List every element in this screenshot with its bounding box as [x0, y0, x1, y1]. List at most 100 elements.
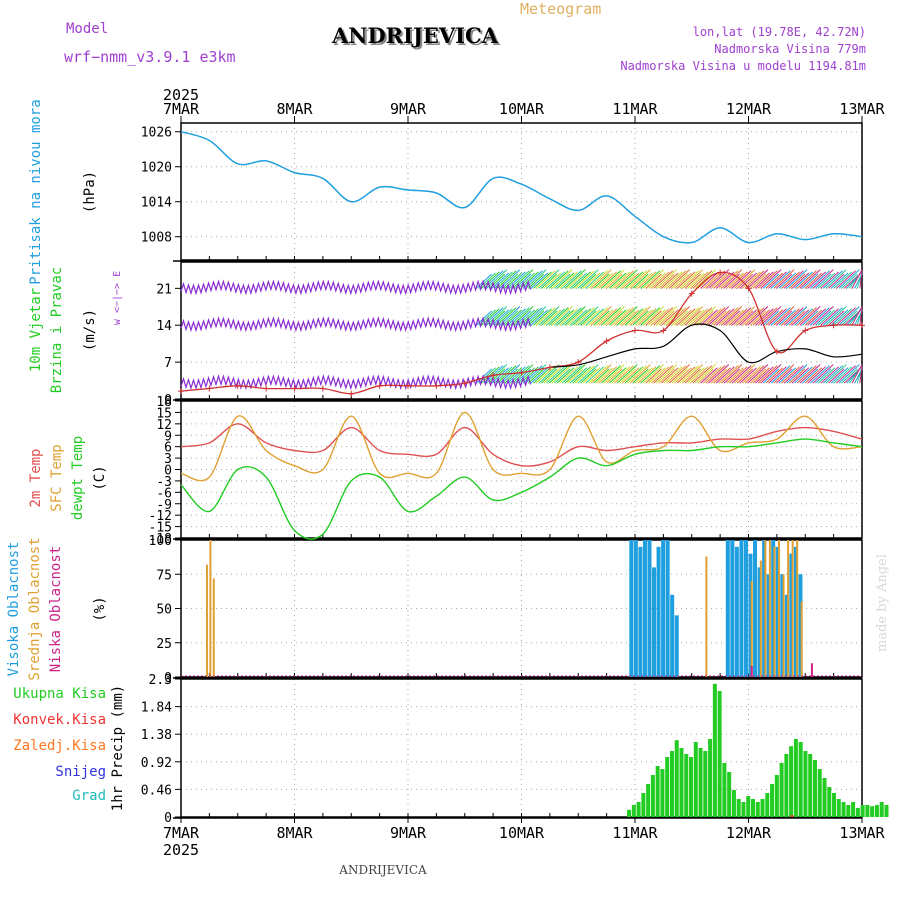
- cloud-unit: (%): [92, 596, 108, 621]
- wind-barb: [700, 367, 718, 384]
- temp-ylabel-3: dewpt Temp: [70, 436, 86, 520]
- cloud-bar: [775, 546, 780, 677]
- wind-barb: [593, 368, 610, 384]
- wind-barb: [546, 308, 565, 326]
- precip-bar: [784, 754, 789, 817]
- wind-barb: [663, 366, 683, 384]
- wind-barb: [768, 308, 787, 326]
- time-label-bottom: 8MAR: [276, 824, 313, 842]
- pressure-line: [180, 130, 863, 244]
- wind-barb: [527, 368, 545, 384]
- wind-barb-row: [180, 279, 532, 296]
- wind-barb: [595, 367, 614, 384]
- wind-barb: [588, 270, 608, 289]
- precip-bar: [655, 766, 660, 817]
- wind-barb: [527, 310, 545, 326]
- wind-barb: [538, 364, 560, 384]
- wind-barb: [757, 307, 778, 326]
- precip-bar: [712, 683, 717, 817]
- precip-bar: [736, 799, 741, 817]
- wind-barb: [645, 273, 662, 289]
- cloud-bar: [739, 540, 744, 677]
- wind-barb: [496, 270, 517, 289]
- wind-barb: [815, 310, 832, 326]
- wind-barb: [642, 364, 664, 384]
- wind-barb: [674, 309, 692, 326]
- wind-barb: [632, 273, 649, 289]
- wind-barb: [582, 272, 601, 289]
- wind-barb: [551, 269, 573, 289]
- wind-barb: [569, 272, 588, 289]
- precip-bar: [731, 790, 736, 817]
- wind-barb-row: [180, 374, 532, 391]
- wind-gust-line: [549, 323, 863, 368]
- wind-barb: [577, 364, 599, 384]
- wind-barb: [564, 306, 586, 326]
- wind-barb: [655, 269, 677, 289]
- cloud-bar: [782, 574, 785, 677]
- time-label-top: 12MAR: [726, 100, 772, 118]
- time-label-top: 11MAR: [612, 100, 658, 118]
- time-label-bottom: 7MAR: [163, 824, 200, 842]
- wind-barb: [655, 306, 677, 326]
- precip-bar: [660, 769, 665, 817]
- temp-ylabel-1: 2m Temp: [28, 448, 44, 507]
- wind-barb: [554, 368, 571, 384]
- wind-barb: [608, 309, 627, 326]
- wind-barb: [590, 269, 612, 289]
- cloud-bar: [638, 546, 643, 677]
- wind-barb: [616, 269, 638, 289]
- y-tick-label: 0: [164, 671, 172, 686]
- elevation: Nadmorska Visina 779m: [714, 42, 866, 56]
- wind-barb: [708, 306, 730, 326]
- wind-barb: [773, 364, 795, 384]
- footer-title: ANDRIJEVICA: [338, 863, 427, 877]
- wind-barb: [629, 269, 651, 289]
- wind-barb: [851, 364, 863, 384]
- cloud-bar: [789, 553, 794, 677]
- precip-bar: [827, 787, 832, 817]
- wind-barb: [789, 310, 806, 326]
- precip-bar: [803, 751, 808, 817]
- panel-frame: [180, 539, 863, 678]
- wind-barb: [530, 272, 549, 289]
- wind-barb: [692, 365, 713, 384]
- time-label-top: 7MAR: [163, 100, 200, 118]
- wind-speed-marker: [546, 364, 553, 371]
- conv-precip-bar: [790, 815, 794, 817]
- wind-barb: [695, 306, 717, 326]
- wind-barb: [739, 272, 757, 289]
- model-name: wrf−nmm_v3.9.1 e3km: [64, 48, 236, 66]
- wind-barb: [789, 273, 806, 289]
- wind-barb: [820, 366, 840, 384]
- precip-legend-4: Grad: [72, 788, 106, 804]
- wind-barb: [851, 269, 863, 289]
- wind-barb: [543, 309, 562, 326]
- wind-barb: [548, 307, 569, 326]
- wind-barb: [548, 365, 569, 384]
- pressure-ylabel: Pritisak na nivou mora: [28, 99, 44, 284]
- wind-barb: [541, 368, 558, 384]
- y-tick-label: 0.92: [141, 756, 172, 771]
- wind-ylabel-2: Brzina i Pravac: [49, 267, 65, 393]
- wind-barb: [794, 271, 813, 289]
- y-tick-label: 1026: [141, 126, 172, 141]
- title: ANDRIJEVICA: [331, 23, 499, 48]
- wind-barb: [624, 366, 644, 384]
- wind-barb: [606, 368, 623, 384]
- cloud-ylabel-3: Niska Oblacnost: [48, 546, 64, 672]
- wind-barb: [825, 269, 847, 289]
- wind-speed-marker: [859, 322, 865, 329]
- precip-bar: [846, 805, 851, 817]
- wind-barb: [611, 308, 631, 326]
- wind-barb: [611, 366, 631, 384]
- wind-barb: [663, 271, 683, 289]
- wind-barb: [548, 270, 569, 289]
- wind-barb: [851, 306, 863, 326]
- wind-speed-marker: [178, 388, 184, 395]
- wind-barb: [796, 270, 817, 289]
- wind-barb: [822, 365, 843, 384]
- wind-barb: [606, 273, 623, 289]
- cloud-bar: [661, 540, 666, 677]
- wind-barb: [614, 365, 634, 384]
